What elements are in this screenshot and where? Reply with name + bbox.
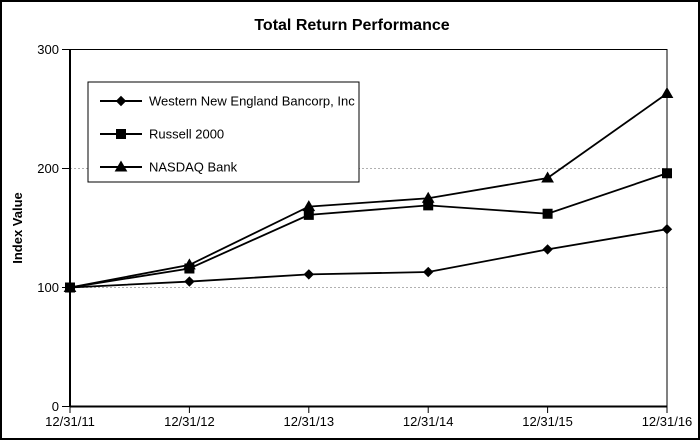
triangle-data-point xyxy=(660,87,674,99)
diamond-data-point xyxy=(661,223,673,235)
x-tick-label-4: 12/31/15 xyxy=(522,414,573,429)
square-data-point xyxy=(542,208,553,219)
series-line-diamond xyxy=(69,228,668,289)
square-marker-icon xyxy=(116,129,126,139)
x-tick-label-0: 12/31/11 xyxy=(45,414,95,429)
series-line-triangle xyxy=(69,92,668,289)
legend-entry-wneb: Western New England Bancorp, Inc xyxy=(100,94,355,109)
legend-label-nasdaq-bank: NASDAQ Bank xyxy=(149,160,238,175)
diamond-data-point xyxy=(303,269,315,280)
diamond-data-point xyxy=(422,266,434,278)
chart-title: Total Return Performance xyxy=(254,17,449,34)
triangle-marker-icon xyxy=(114,160,128,172)
square-data-point xyxy=(184,263,195,274)
triangle-data-point xyxy=(541,171,554,183)
square-data-point xyxy=(662,168,672,179)
y-tick-label-0: 0 xyxy=(52,399,59,414)
diamond-data-point xyxy=(184,276,195,287)
y-tick-label-200: 200 xyxy=(37,161,59,176)
legend-label-russell-2000: Russell 2000 xyxy=(149,127,224,142)
y-axis-title: Index Value xyxy=(10,192,25,264)
diamond-data-point xyxy=(542,244,553,255)
series-line-square xyxy=(69,172,668,289)
legend-label-wneb: Western New England Bancorp, Inc xyxy=(149,94,355,109)
square-data-point xyxy=(423,200,434,211)
y-tick-label-100: 100 xyxy=(37,280,59,295)
square-data-point xyxy=(303,209,314,220)
legend-box xyxy=(87,81,360,183)
legend: Western New England Bancorp, Inc Russell… xyxy=(87,81,360,183)
diamond-data-point xyxy=(64,282,76,293)
series-layer xyxy=(63,87,674,293)
y-tick-label-300: 300 xyxy=(37,42,59,57)
diamond-marker-icon xyxy=(115,95,127,107)
legend-entry-nasdaq-bank: NASDAQ Bank xyxy=(100,160,238,175)
x-tick-label-5: 12/31/16 xyxy=(642,414,693,429)
legend-entry-russell-2000: Russell 2000 xyxy=(100,127,224,142)
x-tick-label-3: 12/31/14 xyxy=(403,414,454,429)
x-tick-label-1: 12/31/12 xyxy=(164,414,215,429)
x-tick-label-2: 12/31/13 xyxy=(283,414,334,429)
